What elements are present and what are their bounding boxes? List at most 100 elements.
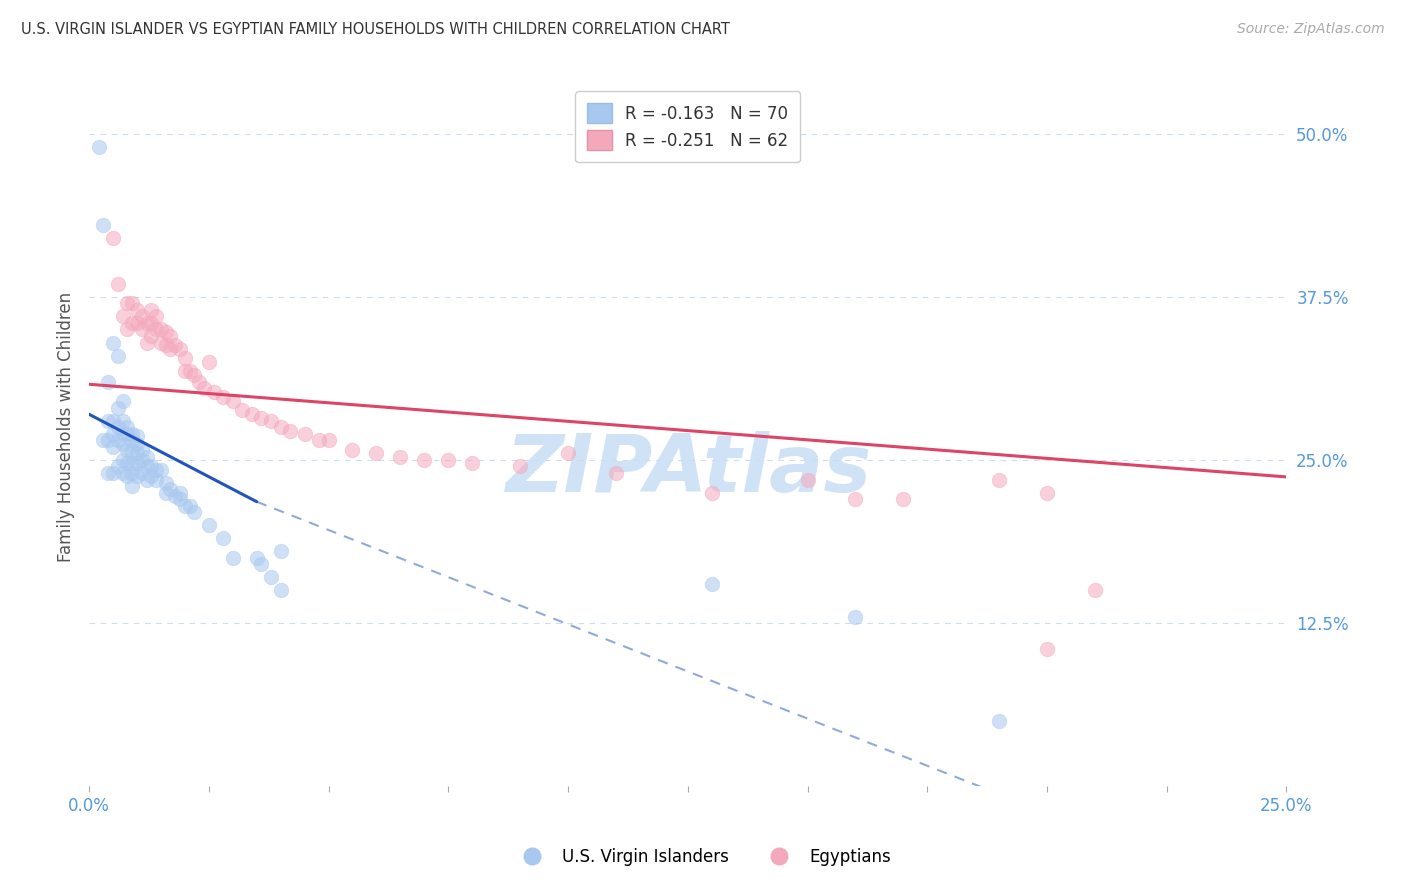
Point — [1084, 583, 1107, 598]
Point — [413, 453, 436, 467]
Point — [141, 459, 163, 474]
Point — [179, 364, 201, 378]
Point — [135, 450, 157, 465]
Point — [155, 325, 177, 339]
Point — [1036, 642, 1059, 657]
Point — [557, 446, 579, 460]
Point — [198, 518, 221, 533]
Point — [155, 476, 177, 491]
Point — [605, 466, 627, 480]
Point — [121, 316, 143, 330]
Point — [165, 338, 187, 352]
Point — [135, 459, 157, 474]
Point — [461, 456, 484, 470]
Point — [145, 322, 167, 336]
Point — [173, 364, 195, 378]
Point — [270, 544, 292, 558]
Point — [169, 485, 191, 500]
Point — [308, 434, 330, 448]
Point — [131, 310, 153, 324]
Point — [87, 140, 110, 154]
Point — [117, 322, 139, 336]
Point — [437, 453, 460, 467]
Point — [101, 466, 124, 480]
Text: U.S. VIRGIN ISLANDER VS EGYPTIAN FAMILY HOUSEHOLDS WITH CHILDREN CORRELATION CHA: U.S. VIRGIN ISLANDER VS EGYPTIAN FAMILY … — [21, 22, 730, 37]
Point — [131, 466, 153, 480]
Point — [101, 335, 124, 350]
Point — [212, 390, 235, 404]
Point — [121, 456, 143, 470]
Point — [155, 485, 177, 500]
Point — [131, 453, 153, 467]
Point — [117, 296, 139, 310]
Point — [111, 414, 134, 428]
Point — [231, 403, 253, 417]
Point — [250, 558, 273, 572]
Point — [131, 442, 153, 457]
Point — [188, 375, 211, 389]
Point — [97, 434, 120, 448]
Point — [97, 414, 120, 428]
Point — [121, 426, 143, 441]
Point — [117, 426, 139, 441]
Text: Source: ZipAtlas.com: Source: ZipAtlas.com — [1237, 22, 1385, 37]
Point — [149, 322, 172, 336]
Point — [93, 434, 115, 448]
Point — [145, 310, 167, 324]
Point — [117, 442, 139, 457]
Point — [700, 577, 723, 591]
Point — [97, 466, 120, 480]
Point — [159, 329, 181, 343]
Point — [700, 485, 723, 500]
Point — [173, 351, 195, 366]
Point — [125, 429, 148, 443]
Point — [270, 583, 292, 598]
Point — [159, 482, 181, 496]
Point — [165, 490, 187, 504]
Point — [988, 714, 1011, 728]
Point — [125, 456, 148, 470]
Point — [145, 473, 167, 487]
Point — [212, 531, 235, 545]
Point — [135, 335, 157, 350]
Point — [101, 440, 124, 454]
Point — [111, 453, 134, 467]
Point — [107, 277, 129, 291]
Legend: R = -0.163   N = 70, R = -0.251   N = 62: R = -0.163 N = 70, R = -0.251 N = 62 — [575, 91, 800, 161]
Point — [117, 468, 139, 483]
Point — [796, 473, 818, 487]
Point — [125, 446, 148, 460]
Point — [101, 231, 124, 245]
Point — [389, 450, 412, 465]
Point — [173, 499, 195, 513]
Point — [260, 414, 283, 428]
Point — [111, 310, 134, 324]
Point — [135, 473, 157, 487]
Point — [294, 426, 316, 441]
Point — [135, 316, 157, 330]
Point — [260, 570, 283, 584]
Point — [159, 342, 181, 356]
Point — [101, 414, 124, 428]
Point — [101, 426, 124, 441]
Point — [111, 466, 134, 480]
Point — [149, 463, 172, 477]
Point — [844, 609, 866, 624]
Point — [125, 468, 148, 483]
Point — [366, 446, 388, 460]
Point — [222, 394, 245, 409]
Point — [149, 335, 172, 350]
Point — [183, 368, 205, 383]
Point — [278, 424, 301, 438]
Point — [844, 492, 866, 507]
Point — [202, 385, 225, 400]
Point — [240, 407, 263, 421]
Point — [121, 466, 143, 480]
Point — [97, 375, 120, 389]
Point — [250, 411, 273, 425]
Point — [179, 499, 201, 513]
Point — [141, 468, 163, 483]
Point — [125, 437, 148, 451]
Point — [121, 442, 143, 457]
Point — [509, 459, 531, 474]
